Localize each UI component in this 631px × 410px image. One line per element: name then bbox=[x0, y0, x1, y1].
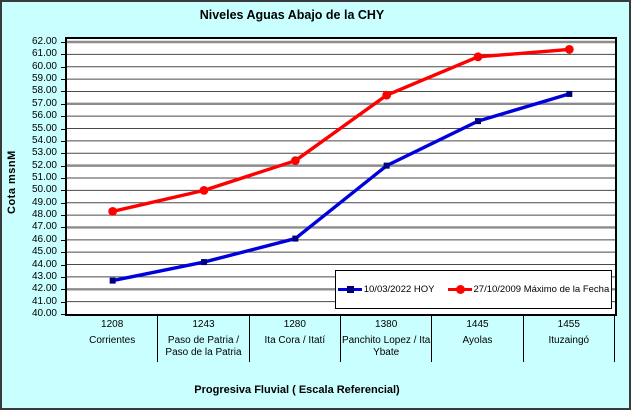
legend-entry-maximo: 27/10/2009 Máximo de la Fecha bbox=[447, 284, 610, 295]
y-tick-mark bbox=[61, 54, 66, 56]
y-tick-label: 41.00 bbox=[31, 295, 57, 307]
y-tick-label: 62.00 bbox=[31, 36, 57, 47]
data-point-maximo bbox=[108, 206, 118, 216]
plot-area bbox=[65, 37, 617, 316]
y-tick-mark bbox=[61, 202, 66, 204]
y-tick-label: 58.00 bbox=[31, 85, 57, 97]
data-point-hoy bbox=[383, 162, 390, 169]
chart-title: Niveles Aguas Abajo de la CHY bbox=[199, 8, 385, 22]
y-tick-mark bbox=[61, 301, 66, 303]
y-tick-mark bbox=[61, 264, 66, 266]
category-name: Paso de Patria / Paso de la Patria bbox=[165, 335, 242, 358]
y-tick-label: 50.00 bbox=[31, 184, 57, 196]
y-tick-label: 51.00 bbox=[31, 172, 57, 183]
y-tick-label: 54.00 bbox=[31, 134, 57, 146]
legend-label-maximo: 27/10/2009 Máximo de la Fecha bbox=[473, 284, 610, 295]
y-tick-label: 43.00 bbox=[31, 270, 57, 282]
y-tick-label: 42.00 bbox=[31, 283, 57, 295]
y-tick-label: 52.00 bbox=[31, 159, 57, 171]
y-tick-mark bbox=[61, 91, 66, 93]
line-chart-canvas bbox=[67, 40, 615, 303]
data-point-maximo bbox=[382, 90, 392, 100]
legend-entry-hoy: 10/03/2022 HOY bbox=[337, 284, 435, 295]
category-name: Ayolas bbox=[462, 335, 493, 346]
y-tick-mark bbox=[61, 227, 66, 229]
y-tick-label: 47.00 bbox=[31, 221, 57, 233]
y-tick-label: 49.00 bbox=[31, 196, 57, 208]
y-tick-mark bbox=[61, 165, 66, 167]
y-tick-mark bbox=[61, 140, 66, 142]
x-category-label: 1445 Ayolas bbox=[432, 316, 524, 362]
x-axis-title: Progresiva Fluvial ( Escala Referencial) bbox=[194, 384, 400, 396]
y-tick-mark bbox=[61, 190, 66, 192]
y-tick-mark bbox=[61, 42, 66, 43]
data-point-maximo bbox=[290, 156, 300, 166]
series-line-maximo bbox=[110, 47, 572, 214]
y-tick-mark bbox=[61, 79, 66, 81]
category-name: Ituzaingó bbox=[548, 335, 590, 346]
legend-line-sample-red bbox=[447, 285, 472, 294]
data-point-hoy bbox=[475, 118, 481, 125]
data-point-hoy bbox=[201, 259, 207, 266]
y-tick-mark bbox=[61, 276, 66, 278]
y-tick-mark bbox=[61, 252, 66, 254]
data-point-hoy bbox=[109, 277, 116, 284]
y-tick-label: 46.00 bbox=[31, 233, 57, 245]
y-tick-mark bbox=[61, 178, 66, 179]
y-tick-mark bbox=[61, 215, 66, 217]
data-point-maximo bbox=[199, 185, 209, 195]
y-tick-label: 60.00 bbox=[31, 60, 57, 72]
category-km: 1280 bbox=[283, 319, 306, 330]
category-km: 1380 bbox=[375, 319, 398, 330]
x-category-label: 1243 Paso de Patria / Paso de la Patria bbox=[158, 316, 250, 362]
category-km: 1445 bbox=[466, 319, 489, 330]
category-km: 1208 bbox=[101, 319, 124, 330]
y-tick-label: 56.00 bbox=[31, 110, 57, 122]
y-tick-label: 45.00 bbox=[31, 246, 57, 258]
y-tick-mark bbox=[61, 116, 66, 118]
y-tick-label: 59.00 bbox=[31, 73, 57, 85]
y-tick-label: 57.00 bbox=[31, 97, 57, 109]
data-point-hoy bbox=[566, 90, 573, 97]
y-tick-label: 55.00 bbox=[31, 122, 57, 134]
data-point-hoy bbox=[292, 235, 299, 242]
circle-marker-icon bbox=[455, 285, 465, 294]
legend-line-sample-blue bbox=[337, 286, 362, 293]
y-tick-mark bbox=[61, 103, 66, 105]
y-tick-label: 44.00 bbox=[31, 258, 57, 270]
y-tick-label: 53.00 bbox=[31, 147, 57, 159]
category-km: 1455 bbox=[557, 319, 580, 330]
x-category-label: 1455 Ituzaingó bbox=[524, 316, 615, 362]
x-category-label: 1208 Corrientes bbox=[67, 316, 159, 362]
square-marker-icon bbox=[346, 286, 354, 293]
y-tick-label: 48.00 bbox=[31, 209, 57, 221]
data-point-maximo bbox=[564, 45, 574, 54]
y-tick-mark bbox=[61, 153, 66, 155]
legend: 10/03/2022 HOY 27/10/2009 Máximo de la F… bbox=[335, 270, 612, 309]
category-name: Panchito Lopez / Ita Ybate bbox=[341, 335, 431, 358]
series-line-hoy bbox=[110, 92, 572, 283]
y-tick-mark bbox=[61, 314, 66, 315]
category-name: Ita Cora / Itatí bbox=[264, 335, 326, 346]
y-tick-mark bbox=[61, 128, 66, 130]
y-tick-label: 61.00 bbox=[31, 48, 57, 60]
x-category-label: 1380 Panchito Lopez / Ita Ybate bbox=[341, 316, 433, 362]
x-category-label: 1280 Ita Cora / Itatí bbox=[250, 316, 341, 362]
x-axis-category-labels: 1208 Corrientes 1243 Paso de Patria / Paso … bbox=[67, 316, 615, 362]
y-tick-label: 40.00 bbox=[31, 308, 57, 319]
y-tick-mark bbox=[61, 239, 66, 241]
data-point-maximo bbox=[473, 52, 483, 62]
legend-label-hoy: 10/03/2022 HOY bbox=[363, 284, 435, 295]
category-km: 1243 bbox=[192, 319, 215, 330]
category-name: Corrientes bbox=[89, 335, 136, 346]
y-tick-mark bbox=[61, 289, 66, 291]
y-tick-mark bbox=[61, 66, 66, 68]
